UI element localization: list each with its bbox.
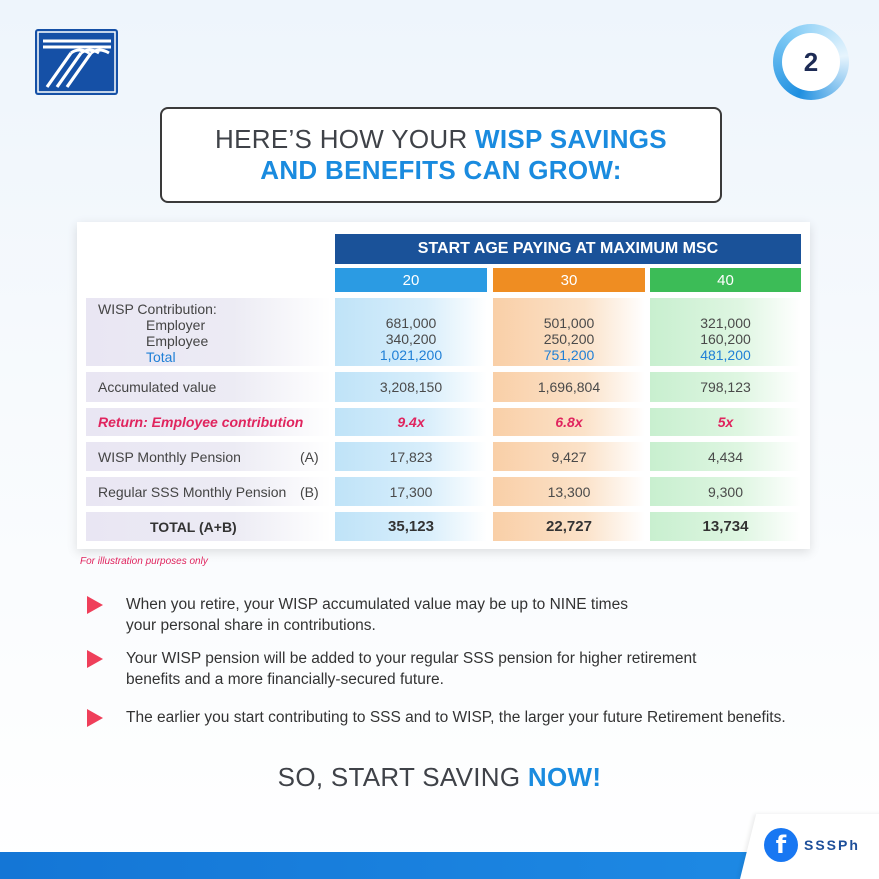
sss-pension-20: 17,300 [335, 477, 487, 506]
play-arrow-icon [87, 709, 103, 727]
bullet-line: benefits and a more financially-secured … [126, 671, 444, 688]
employer-30: 501,000 [543, 315, 595, 331]
return-20: 9.4x [335, 408, 487, 436]
wisp-pension-label: WISP Monthly Pension (A) [86, 442, 331, 471]
comparison-table: START AGE PAYING AT MAXIMUM MSC 20 30 40… [77, 222, 810, 549]
bullet-text: Your WISP pension will be added to your … [126, 648, 826, 690]
bullet-item: When you retire, your WISP accumulated v… [84, 594, 824, 638]
employee-30: 250,200 [543, 331, 595, 347]
social-link[interactable]: f SSSPh [764, 828, 860, 862]
sss-pension-tag: (B) [300, 483, 319, 500]
accumulated-20: 3,208,150 [335, 372, 487, 402]
age-column-30: 30 [493, 268, 645, 292]
page-title: HERE’S HOW YOUR WISP SAVINGS AND BENEFIT… [160, 107, 722, 203]
bullet-text: When you retire, your WISP accumulated v… [126, 594, 826, 636]
sss-pension-text: Regular SSS Monthly Pension [98, 483, 287, 500]
total-ab-40: 13,734 [650, 512, 801, 541]
bullet-text: The earlier you start contributing to SS… [126, 707, 826, 728]
sss-logo [35, 29, 118, 95]
total-20: 1,021,200 [379, 347, 443, 363]
total-40: 481,200 [700, 347, 751, 363]
footer-bar [0, 852, 879, 879]
employee-20: 340,200 [385, 331, 437, 347]
return-30: 6.8x [493, 408, 645, 436]
title-line1-accent: WISP SAVINGS [475, 124, 667, 154]
total-label: Total [146, 349, 176, 365]
sss-pension-30: 13,300 [493, 477, 645, 506]
bullet-item: Your WISP pension will be added to your … [84, 648, 824, 692]
contribution-label: WISP Contribution: Employer Employee Tot… [86, 298, 331, 366]
age-column-20: 20 [335, 268, 487, 292]
contribution-30: 501,000 250,200 751,200 [493, 298, 645, 366]
sss-pension-label: Regular SSS Monthly Pension (B) [86, 477, 331, 506]
employer-label: Employer [146, 317, 206, 333]
page-number: 2 [782, 33, 840, 91]
play-arrow-icon [87, 650, 103, 668]
play-arrow-icon [87, 596, 103, 614]
employee-40: 160,200 [700, 331, 751, 347]
return-40: 5x [650, 408, 801, 436]
contribution-20: 681,000 340,200 1,021,200 [335, 298, 487, 366]
total-ab-20: 35,123 [335, 512, 487, 541]
accumulated-30: 1,696,804 [493, 372, 645, 402]
facebook-icon[interactable]: f [764, 828, 798, 862]
accumulated-label: Accumulated value [86, 372, 331, 402]
age-column-40: 40 [650, 268, 801, 292]
bullet-line: your personal share in contributions. [126, 617, 376, 634]
wisp-pension-text: WISP Monthly Pension [98, 448, 241, 465]
bullet-line: Your WISP pension will be added to your … [126, 650, 697, 667]
employer-40: 321,000 [700, 315, 751, 331]
wisp-pension-40: 4,434 [650, 442, 801, 471]
employee-label: Employee [146, 333, 209, 349]
table-header: START AGE PAYING AT MAXIMUM MSC [335, 234, 801, 264]
wisp-pension-30: 9,427 [493, 442, 645, 471]
cta-accent: NOW! [527, 762, 602, 792]
total-30: 751,200 [543, 347, 595, 363]
employer-20: 681,000 [385, 315, 437, 331]
page-number-badge: 2 [773, 24, 849, 100]
cta-plain: SO, START SAVING [277, 762, 528, 792]
social-handle[interactable]: SSSPh [804, 837, 860, 853]
wisp-pension-20: 17,823 [335, 442, 487, 471]
bullet-line: The earlier you start contributing to SS… [126, 709, 786, 726]
total-ab-label: TOTAL (A+B) [86, 512, 331, 541]
total-ab-30: 22,727 [493, 512, 645, 541]
bullet-item: The earlier you start contributing to SS… [84, 707, 824, 731]
contribution-title: WISP Contribution: [98, 301, 217, 317]
illustration-note: For illustration purposes only [80, 556, 208, 567]
wisp-pension-tag: (A) [300, 448, 319, 465]
call-to-action: SO, START SAVING NOW! [0, 762, 879, 793]
title-line2-accent: AND BENEFITS CAN GROW: [260, 155, 622, 185]
contribution-40: 321,000 160,200 481,200 [650, 298, 801, 366]
accumulated-40: 798,123 [650, 372, 801, 402]
title-line1-plain: HERE’S HOW YOUR [215, 124, 476, 154]
return-label: Return: Employee contribution [86, 408, 331, 436]
bullet-line: When you retire, your WISP accumulated v… [126, 596, 628, 613]
sss-pension-40: 9,300 [650, 477, 801, 506]
